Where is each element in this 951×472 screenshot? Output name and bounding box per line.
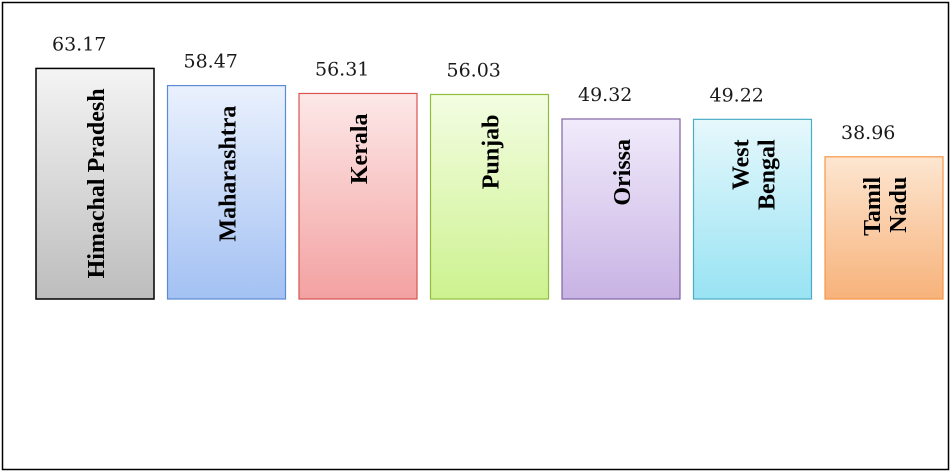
category-label: Nadu — [886, 177, 912, 233]
value-label: 56.31 — [315, 58, 369, 80]
bar-himachal-pradesh — [35, 67, 155, 300]
value-label: 56.03 — [447, 59, 501, 81]
bar-orissa — [561, 118, 681, 300]
bar-tamil-nadu — [824, 156, 944, 300]
value-label: 63.17 — [52, 33, 106, 55]
value-label: 49.22 — [710, 84, 764, 106]
category-labels: Himachal Pradesh Maharashtra Kerala Punjab O… — [84, 88, 912, 278]
value-label: 58.47 — [184, 51, 238, 73]
category-label: Himachal Pradesh — [84, 88, 110, 278]
category-label: Bengal — [755, 139, 781, 210]
category-label: Kerala — [347, 113, 373, 184]
bar-maharashtra — [166, 84, 287, 300]
value-label: 49.32 — [578, 84, 632, 106]
bar-punjab — [429, 93, 550, 300]
category-label: Tamil — [860, 176, 886, 235]
category-label: West — [729, 139, 755, 190]
bar-west-bengal — [692, 118, 813, 300]
category-label: Maharashtra — [216, 106, 242, 242]
category-label: Punjab — [479, 114, 505, 189]
bars — [35, 67, 944, 300]
value-label: 38.96 — [841, 122, 895, 144]
value-labels: 63.17 58.47 56.31 56.03 49.32 49.22 38.96 — [52, 33, 895, 143]
category-label: Orissa — [610, 139, 636, 206]
bar-kerala — [298, 92, 418, 300]
